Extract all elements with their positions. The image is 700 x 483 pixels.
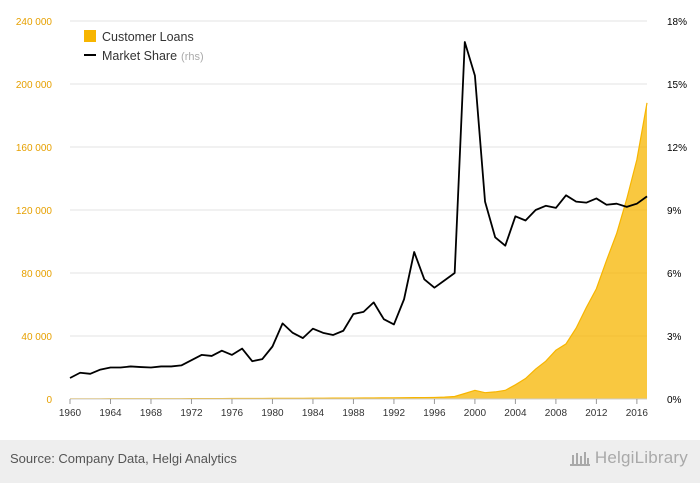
- y-right-tick-label: 0%: [667, 395, 682, 406]
- x-tick-label: 2008: [545, 408, 568, 419]
- y-right-tick-label: 9%: [667, 206, 682, 217]
- y-left-tick-label: 200 000: [16, 80, 53, 91]
- x-tick-label: 1988: [342, 408, 365, 419]
- y-right-tick-label: 12%: [667, 143, 687, 154]
- y-left-tick-label: 240 000: [16, 17, 53, 28]
- x-tick-label: 2004: [504, 408, 527, 419]
- x-tick-label: 2012: [585, 408, 608, 419]
- x-tick-label: 1984: [302, 408, 325, 419]
- x-tick-label: 2000: [464, 408, 487, 419]
- x-tick-label: 1972: [180, 408, 203, 419]
- legend-market-share-name: Market Share: [102, 49, 177, 63]
- y-left-tick-label: 160 000: [16, 143, 53, 154]
- grid-lines: [70, 20, 647, 337]
- legend-swatch-customer-loans: [84, 30, 96, 42]
- axes: 0 0% 40 000 3% 80 000 6% 120 000 9% 160 000 12% 20…: [16, 17, 687, 419]
- legend: Customer Loans Market Share (rhs): [84, 30, 204, 63]
- loans-market-share-chart: 0 0% 40 000 3% 80 000 6% 120 000 9% 160 000 12% 20…: [16, 17, 687, 419]
- x-tick-label: 1992: [383, 408, 406, 419]
- y-right-tick-label: 18%: [667, 17, 687, 28]
- y-left-tick-label: 0: [46, 395, 52, 406]
- market-share-line: [69, 41, 648, 379]
- source-note: Source: Company Data, Helgi Analytics: [10, 451, 237, 466]
- market-share-line-layer: [69, 41, 648, 379]
- legend-market-share-suffix: (rhs): [181, 51, 204, 63]
- y-left-tick-label: 120 000: [16, 206, 53, 217]
- customer-loans-area: [70, 102, 647, 400]
- legend-label-market-share: Market Share (rhs): [102, 49, 204, 63]
- y-right-tick-label: 15%: [667, 80, 687, 91]
- y-right-tick-label: 3%: [667, 332, 682, 343]
- footer: Source: Company Data, Helgi Analytics He…: [0, 440, 700, 483]
- legend-label-customer-loans: Customer Loans: [102, 30, 194, 44]
- x-tick-label: 1960: [59, 408, 82, 419]
- y-left-tick-label: 80 000: [21, 269, 52, 280]
- x-tick-label: 1964: [99, 408, 122, 419]
- x-tick-label: 1976: [221, 408, 244, 419]
- library-building-icon: [569, 452, 590, 466]
- x-tick-label: 2016: [626, 408, 649, 419]
- x-tick-label: 1980: [261, 408, 284, 419]
- chart-area: 0 0% 40 000 3% 80 000 6% 120 000 9% 160 000 12% 20…: [16, 17, 687, 419]
- x-tick-label: 1996: [423, 408, 446, 419]
- x-tick-label: 1968: [140, 408, 163, 419]
- y-right-tick-label: 6%: [667, 269, 682, 280]
- y-left-tick-label: 40 000: [21, 332, 52, 343]
- helgilibrary-logo[interactable]: HelgiLibrary: [569, 448, 688, 468]
- logo-text: HelgiLibrary: [594, 448, 688, 467]
